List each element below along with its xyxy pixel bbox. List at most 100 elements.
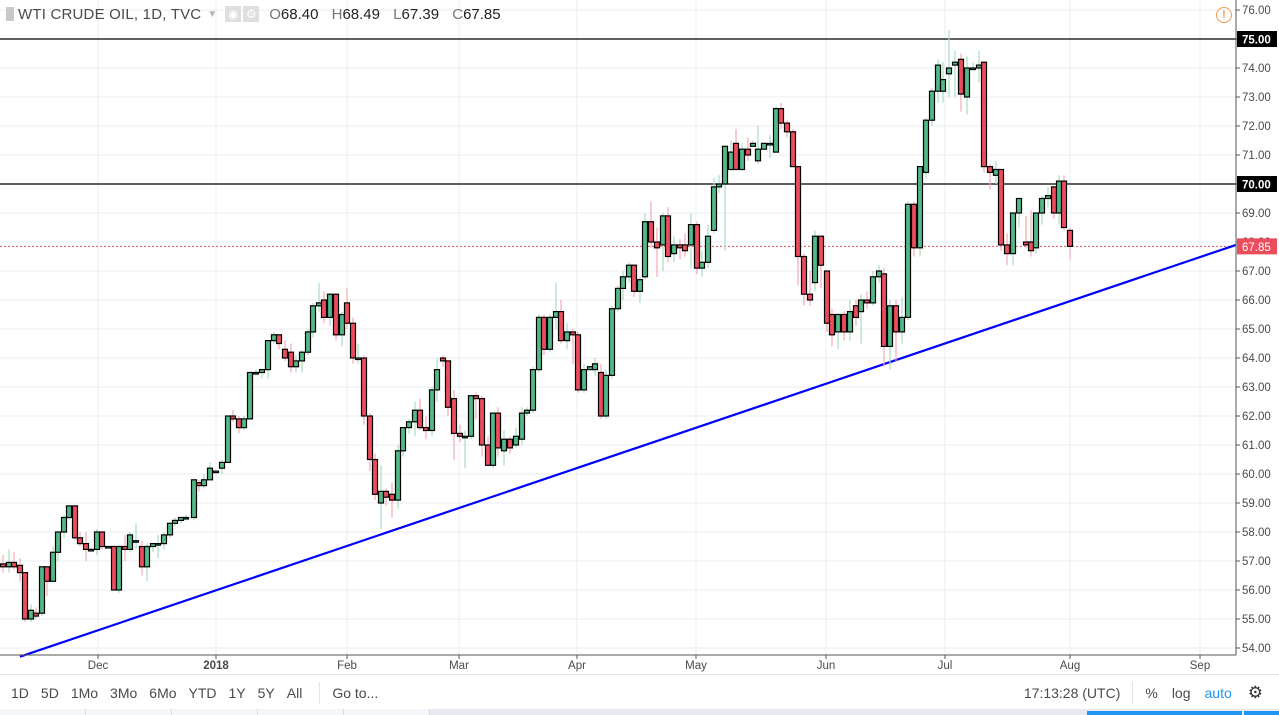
auto-toggle[interactable]: auto — [1204, 684, 1232, 701]
open-label: O — [269, 5, 281, 23]
footer-tab[interactable] — [258, 709, 344, 715]
price-tick-label: 74.00 — [1242, 63, 1271, 75]
price-tick-label: 65.00 — [1242, 324, 1271, 336]
price-tick-label: 71.00 — [1242, 150, 1271, 162]
candle — [823, 270, 831, 324]
bottom-toolbar: 1D 5D 1Mo 3Mo 6Mo YTD 1Y 5Y All Go to...… — [0, 674, 1279, 710]
range-1mo[interactable]: 1Mo — [70, 684, 99, 701]
range-5d[interactable]: 5D — [40, 684, 59, 701]
candle — [647, 221, 655, 243]
candle — [115, 545, 123, 591]
percent-toggle[interactable]: % — [1145, 684, 1158, 701]
price-chart[interactable]: 76.00 75.00 74.00 73.00 72.00 71.00 70.00 69.00… — [0, 0, 1279, 674]
candle — [614, 287, 622, 310]
candle — [200, 479, 208, 487]
candle — [875, 270, 883, 278]
candle — [869, 276, 877, 304]
candle — [715, 183, 723, 188]
candle — [951, 61, 959, 66]
range-3mo[interactable]: 3Mo — [110, 684, 138, 701]
candle — [489, 412, 497, 466]
trendline[interactable] — [19, 243, 1237, 658]
grid-lines — [0, 0, 1236, 655]
horizontal-lines[interactable] — [0, 38, 1236, 185]
candle — [154, 542, 162, 546]
candle — [975, 64, 983, 69]
candle — [320, 299, 328, 318]
range-1d[interactable]: 1D — [11, 684, 29, 701]
candle — [149, 542, 157, 548]
footer-tab[interactable] — [344, 709, 430, 715]
candle — [710, 186, 718, 231]
candle — [332, 293, 340, 336]
candle — [945, 67, 953, 75]
candle — [922, 119, 930, 173]
candle — [625, 264, 633, 278]
gear-icon[interactable]: ⚙ — [243, 6, 260, 22]
candle — [500, 438, 508, 452]
candle — [863, 299, 871, 304]
price-axis[interactable]: 76.00 75.00 74.00 73.00 72.00 71.00 70.00 69.00… — [1236, 5, 1277, 655]
candle — [540, 316, 548, 350]
range-ytd[interactable]: YTD — [188, 684, 217, 701]
low-label: L — [393, 5, 402, 23]
candle — [997, 168, 1005, 246]
candle — [602, 374, 610, 417]
candle — [880, 273, 888, 347]
candle — [461, 435, 469, 439]
candle — [224, 415, 232, 464]
time-tick-label: 2018 — [203, 660, 229, 672]
candle — [529, 369, 537, 411]
candle — [557, 311, 565, 342]
footer-tab[interactable] — [0, 709, 86, 715]
clock-time[interactable]: 17:13:28 (UTC) — [1023, 684, 1121, 701]
candle — [512, 435, 520, 446]
footer-blue-button[interactable] — [1244, 711, 1279, 715]
log-toggle[interactable]: log — [1171, 684, 1191, 701]
footer-blue-button[interactable] — [1087, 711, 1242, 715]
candle — [800, 255, 808, 295]
time-tick-label: Aug — [1060, 660, 1080, 672]
candle — [315, 302, 323, 307]
range-1y[interactable]: 1Y — [228, 684, 246, 701]
candle — [467, 395, 475, 437]
high-label: H — [331, 5, 343, 23]
range-5y[interactable]: 5Y — [257, 684, 275, 701]
range-6mo[interactable]: 6Mo — [149, 684, 177, 701]
chevron-down-icon[interactable]: ▼ — [207, 8, 218, 20]
candle — [597, 371, 605, 417]
candle — [910, 203, 918, 249]
time-tick-label: Mar — [449, 660, 469, 672]
candle — [258, 369, 266, 374]
candle — [360, 357, 368, 417]
candle — [664, 215, 672, 258]
candle — [552, 311, 560, 319]
candle — [49, 551, 57, 582]
candle — [569, 331, 577, 336]
svg-text:75.00: 75.00 — [1242, 35, 1271, 47]
candle — [846, 311, 854, 333]
candle — [171, 519, 179, 524]
candle — [892, 305, 900, 333]
time-axis[interactable]: Dec 2018 Feb Mar Apr May Jun Jul Aug Sep — [88, 655, 1210, 672]
gear-icon[interactable]: ⚙ — [1247, 682, 1263, 702]
candle — [0, 563, 7, 568]
candle — [1027, 241, 1035, 252]
candle — [439, 357, 447, 362]
exclamation-circle-icon[interactable]: ! — [1216, 7, 1232, 23]
close-value: 67.85 — [463, 5, 501, 23]
collapse-flag-icon[interactable] — [6, 7, 14, 21]
symbol-title[interactable]: WTI CRUDE OIL, 1D, TVC — [18, 5, 202, 23]
candle — [132, 540, 140, 543]
candle — [43, 566, 51, 582]
candle — [394, 450, 402, 501]
candle — [143, 545, 151, 568]
candle — [687, 224, 695, 246]
eye-icon[interactable]: ◉ — [225, 6, 242, 22]
footer-tab[interactable] — [172, 709, 258, 715]
candle — [1060, 180, 1068, 229]
range-all[interactable]: All — [286, 684, 303, 701]
candle — [732, 142, 740, 171]
footer-tab[interactable] — [86, 709, 172, 715]
goto-button[interactable]: Go to... — [332, 684, 379, 701]
